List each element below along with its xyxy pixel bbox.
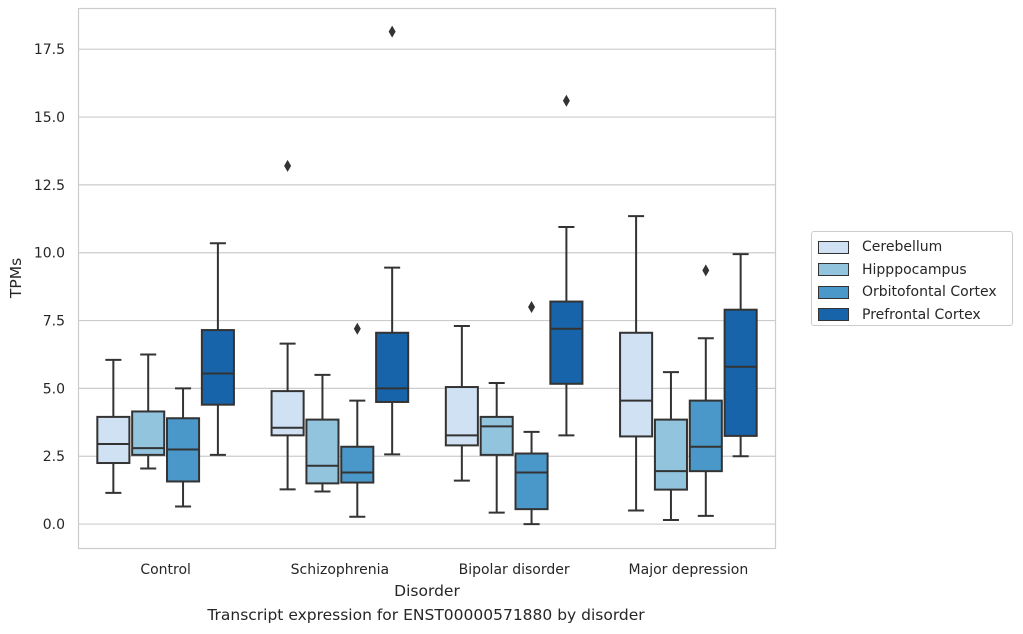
y-tick-label: 15.0	[34, 110, 65, 126]
legend-label: Orbitofontal Cortex	[862, 284, 997, 301]
box	[340, 445, 375, 484]
box	[653, 418, 688, 491]
box	[96, 415, 131, 465]
box	[305, 418, 340, 485]
outlier-point	[284, 159, 292, 172]
legend-label: Prefrontal Cortex	[862, 306, 981, 323]
y-tick-label: 10.0	[34, 246, 65, 262]
box	[375, 331, 410, 403]
legend-item-prefrontal: Prefrontal Cortex	[818, 304, 1012, 327]
y-tick-label: 0.0	[43, 517, 65, 533]
box	[444, 386, 479, 447]
box	[549, 300, 584, 385]
y-tick-label: 7.5	[43, 314, 65, 330]
x-tick-label: Major depression	[629, 562, 749, 578]
legend-swatch-cerebellum	[818, 240, 849, 254]
outlier-point	[353, 322, 361, 335]
legend-item-cerebellum: Cerebellum	[818, 236, 1012, 259]
y-axis-label: TPMs	[7, 258, 25, 299]
box	[688, 399, 723, 473]
x-tick-labels: Control Schizophrenia Bipolar disorder Majo…	[140, 562, 748, 578]
outlier-point	[528, 300, 536, 313]
legend-item-orbitofrontal: Orbitofontal Cortex	[818, 281, 1012, 304]
legend-label: Cerebellum	[862, 239, 943, 256]
x-tick-label: Control	[140, 562, 191, 578]
y-tick-label: 17.5	[34, 42, 65, 58]
box	[723, 308, 758, 437]
y-tick-label: 2.5	[43, 449, 65, 465]
legend: Cerebellum Hipppocampus Orbitofontal Cor…	[811, 231, 1013, 326]
box	[514, 452, 549, 511]
legend-swatch-prefrontal	[818, 308, 849, 322]
chart-caption: Transcript expression for ENST0000057188…	[207, 606, 645, 624]
outlier-point	[702, 264, 710, 277]
x-tick-label: Bipolar disorder	[459, 562, 570, 578]
legend-label: Hipppocampus	[862, 261, 967, 278]
y-tick-label: 12.5	[34, 178, 65, 194]
box	[479, 415, 514, 456]
y-tick-labels: 0.0 2.5 5.0 7.5 10.0 12.5 15.0 17.5	[34, 42, 65, 533]
legend-swatch-hippocampus	[818, 263, 849, 277]
box	[200, 329, 235, 406]
x-axis-label: Disorder	[394, 582, 460, 600]
plot-frame	[77, 7, 777, 550]
x-tick-label: Schizophrenia	[291, 562, 389, 578]
box	[619, 331, 654, 438]
outlier-point	[388, 25, 396, 38]
legend-item-hippocampus: Hipppocampus	[818, 259, 1012, 282]
outlier-point	[562, 94, 570, 107]
box-plots	[96, 25, 758, 526]
y-tick-label: 5.0	[43, 381, 65, 397]
legend-swatch-orbitofrontal	[818, 285, 849, 299]
